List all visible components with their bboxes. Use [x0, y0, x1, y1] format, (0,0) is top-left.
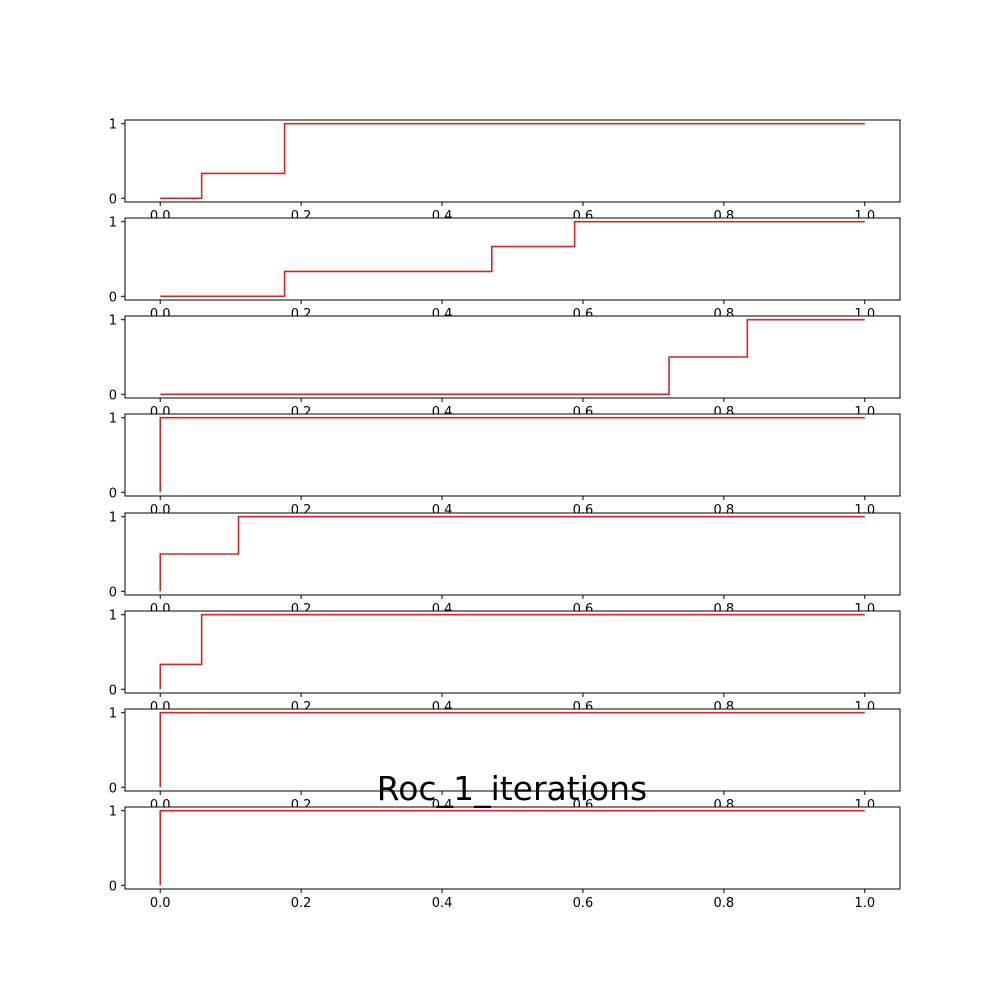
y-tick-label: 1	[109, 609, 117, 624]
roc-curve	[160, 220, 865, 298]
x-tick-label: 0.8	[714, 896, 735, 911]
subplot-8: 0.0 0.2 0.4 0.6 0.8 1.0 0 1	[109, 805, 901, 911]
subplot-5: 0.0 0.2 0.4 0.6 0.8 1.001	[109, 511, 901, 617]
y-tick-label: 0	[109, 781, 117, 796]
subplot-7: 0.0 0.2 0.4 0.6 0.8 1.001	[109, 707, 901, 813]
axes-frame	[124, 413, 901, 497]
subplot-1: 0.0 0.2 0.4 0.6 0.8 1.001	[109, 118, 901, 224]
y-tick-label: 1	[109, 412, 117, 427]
y-tick-label: 0	[109, 388, 117, 403]
y-tick-label: 0	[109, 683, 117, 698]
roc-curve	[159, 613, 865, 690]
x-tick-label: 0.4	[432, 896, 453, 911]
y-tick-label: 0	[109, 290, 117, 305]
y-tick-label: 0	[109, 192, 117, 207]
roc-curve	[159, 809, 865, 886]
axes-frame	[124, 708, 901, 792]
subplot-2: 0.0 0.2 0.4 0.6 0.8 1.001	[109, 216, 901, 322]
subplot-6: 0.0 0.2 0.4 0.6 0.8 1.001	[109, 609, 901, 715]
y-tick-label: 1	[109, 118, 117, 133]
subplot-4: 0.0 0.2 0.4 0.6 0.8 1.001	[109, 412, 901, 518]
x-tick-label: 0.2	[291, 896, 312, 911]
x-tick-label: 0.6	[573, 896, 594, 911]
y-tick-label: 0	[109, 585, 117, 600]
y-tick-label: 0	[109, 879, 117, 894]
roc-curve	[160, 122, 865, 200]
roc-curve	[159, 711, 865, 788]
axes-frame	[124, 806, 901, 890]
axes-frame	[124, 119, 901, 203]
x-tick-label: 1.0	[854, 896, 875, 911]
y-tick-label: 1	[109, 314, 117, 329]
y-tick-label: 1	[109, 805, 117, 820]
figure-title: Roc_1_iterations	[377, 769, 647, 808]
roc-curve	[159, 515, 865, 592]
axes-frame	[124, 315, 901, 399]
roc-curve	[159, 416, 865, 493]
axes-frame	[124, 610, 901, 694]
y-tick-label: 1	[109, 216, 117, 231]
y-tick-label: 1	[109, 511, 117, 526]
y-tick-label: 1	[109, 707, 117, 722]
x-tick-label: 0.0	[150, 896, 171, 911]
axes-frame	[124, 217, 901, 301]
subplot-3: 0.0 0.2 0.4 0.6 0.8 1.001	[109, 314, 901, 420]
axes-frame	[124, 512, 901, 596]
y-tick-label: 0	[109, 486, 117, 501]
roc-curve	[160, 318, 865, 396]
